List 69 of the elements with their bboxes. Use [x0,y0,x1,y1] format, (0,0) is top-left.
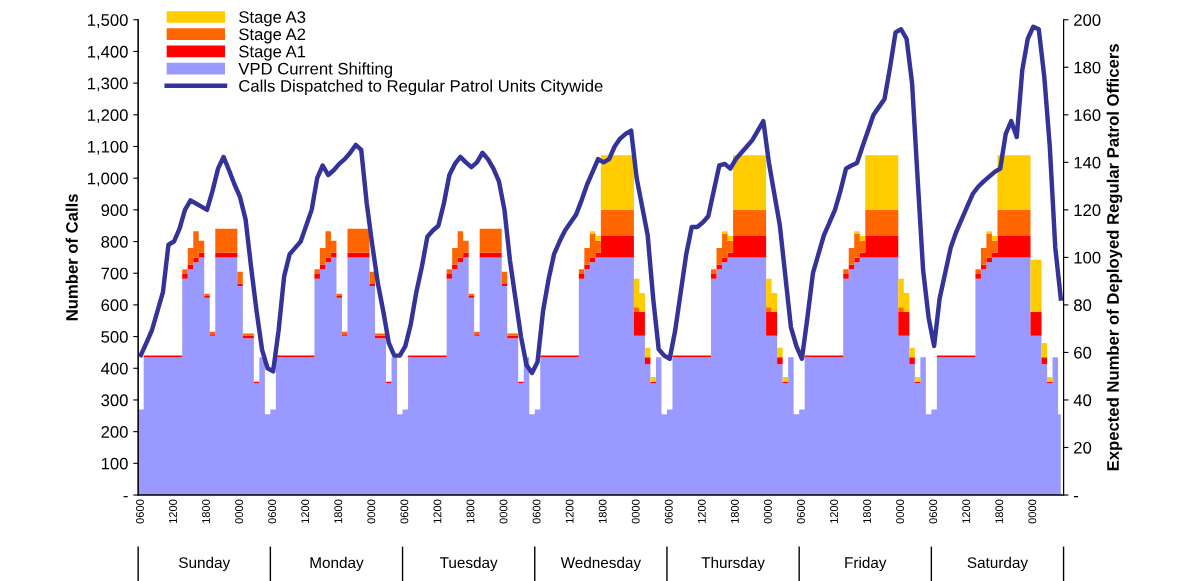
legend-label: VPD Current Shifting [238,62,392,78]
legend-label: Stage A2 [239,28,306,44]
y-tick-label: 1,300 [88,77,128,92]
x-tick-label: 0000 [631,499,640,524]
x-tick-label: 1200 [830,499,838,524]
y-tick-label: - [123,495,128,498]
text: Friday [845,556,887,572]
x-tick-label: 1800 [863,499,871,524]
text: Saturday [967,556,1029,572]
y-tick-label: 900 [101,204,128,217]
x-tick-label: 0000 [367,499,376,524]
text: Monday [310,556,364,572]
legend-label: Stage A1 [239,45,306,61]
y-tick-label: 100 [101,457,128,470]
x-tick-label: 0000 [896,499,905,524]
x-tick-label: 0000 [1028,499,1037,524]
y2-tick-label: 40 [1073,394,1092,407]
x-tick-label: 1200 [697,499,706,524]
y-tick-label: 1,500 [88,14,128,28]
text: Wednesday [560,556,642,572]
legend-label: Stage A3 [239,11,306,27]
x-tick-label: 1800 [466,499,475,524]
x-tick-label: 1200 [301,499,310,524]
y-tick-label: 1,000 [88,172,128,187]
x-tick-label: 1200 [962,499,971,524]
x-tick-label: 0000 [763,499,772,524]
y2-tick-label: 20 [1074,441,1092,454]
x-tick-label: 1800 [334,499,343,524]
text: Thursday [701,556,765,572]
x-tick-label: 1200 [433,499,442,524]
y-tick-label: 600 [101,299,128,312]
x-tick-label: 1800 [202,499,210,524]
y-tick-label: 700 [101,267,128,280]
y-tick-label: 1,100 [88,140,128,155]
x-tick-label: 0600 [532,499,541,524]
y2-tick-label: 140 [1074,156,1101,169]
y2-tick-label: 180 [1074,61,1101,74]
x-tick-label: 0000 [235,499,244,524]
text: Sunday [179,556,231,572]
legend-label: Calls Dispatched to Regular Patrol Units Citywide [239,79,603,96]
y2-axis-title: Expected Number of Deployed Regular Patrol Officers [1106,44,1123,471]
x-tick-label: 1200 [565,499,574,524]
x-tick-label: 0600 [136,499,144,524]
y-tick-label: 400 [101,362,128,375]
y2-tick-label: 160 [1074,109,1101,122]
y2-tick-label: 120 [1074,204,1101,217]
x-tick-label: 0600 [797,499,805,524]
x-tick-label: 0600 [400,499,409,524]
y2-tick-label: 80 [1074,299,1092,312]
x-tick-label: 1800 [995,499,1004,524]
y-tick-label: 800 [101,235,128,248]
x-tick-label: 1800 [598,499,607,524]
x-tick-label: 0600 [664,499,673,524]
y-tick-label: 500 [101,330,128,343]
y-tick-label: 300 [101,394,128,407]
y2-tick-label: - [1074,495,1079,498]
y-axis-title: Number of Calls [65,194,78,321]
y-tick-label: 1,200 [88,109,128,123]
y2-tick-label: 60 [1074,346,1092,359]
x-tick-label: 0600 [268,499,277,524]
y2-tick-label: 200 [1074,14,1101,26]
y-tick-label: 200 [101,426,128,438]
y2-tick-label: 100 [1074,251,1101,264]
x-tick-label: 1200 [169,499,177,524]
x-tick-label: 1800 [730,499,739,524]
y-tick-label: 1,400 [88,45,128,60]
x-tick-label: 0600 [929,499,938,524]
x-tick-label: 0000 [499,499,508,524]
text: Tuesday [439,556,498,572]
